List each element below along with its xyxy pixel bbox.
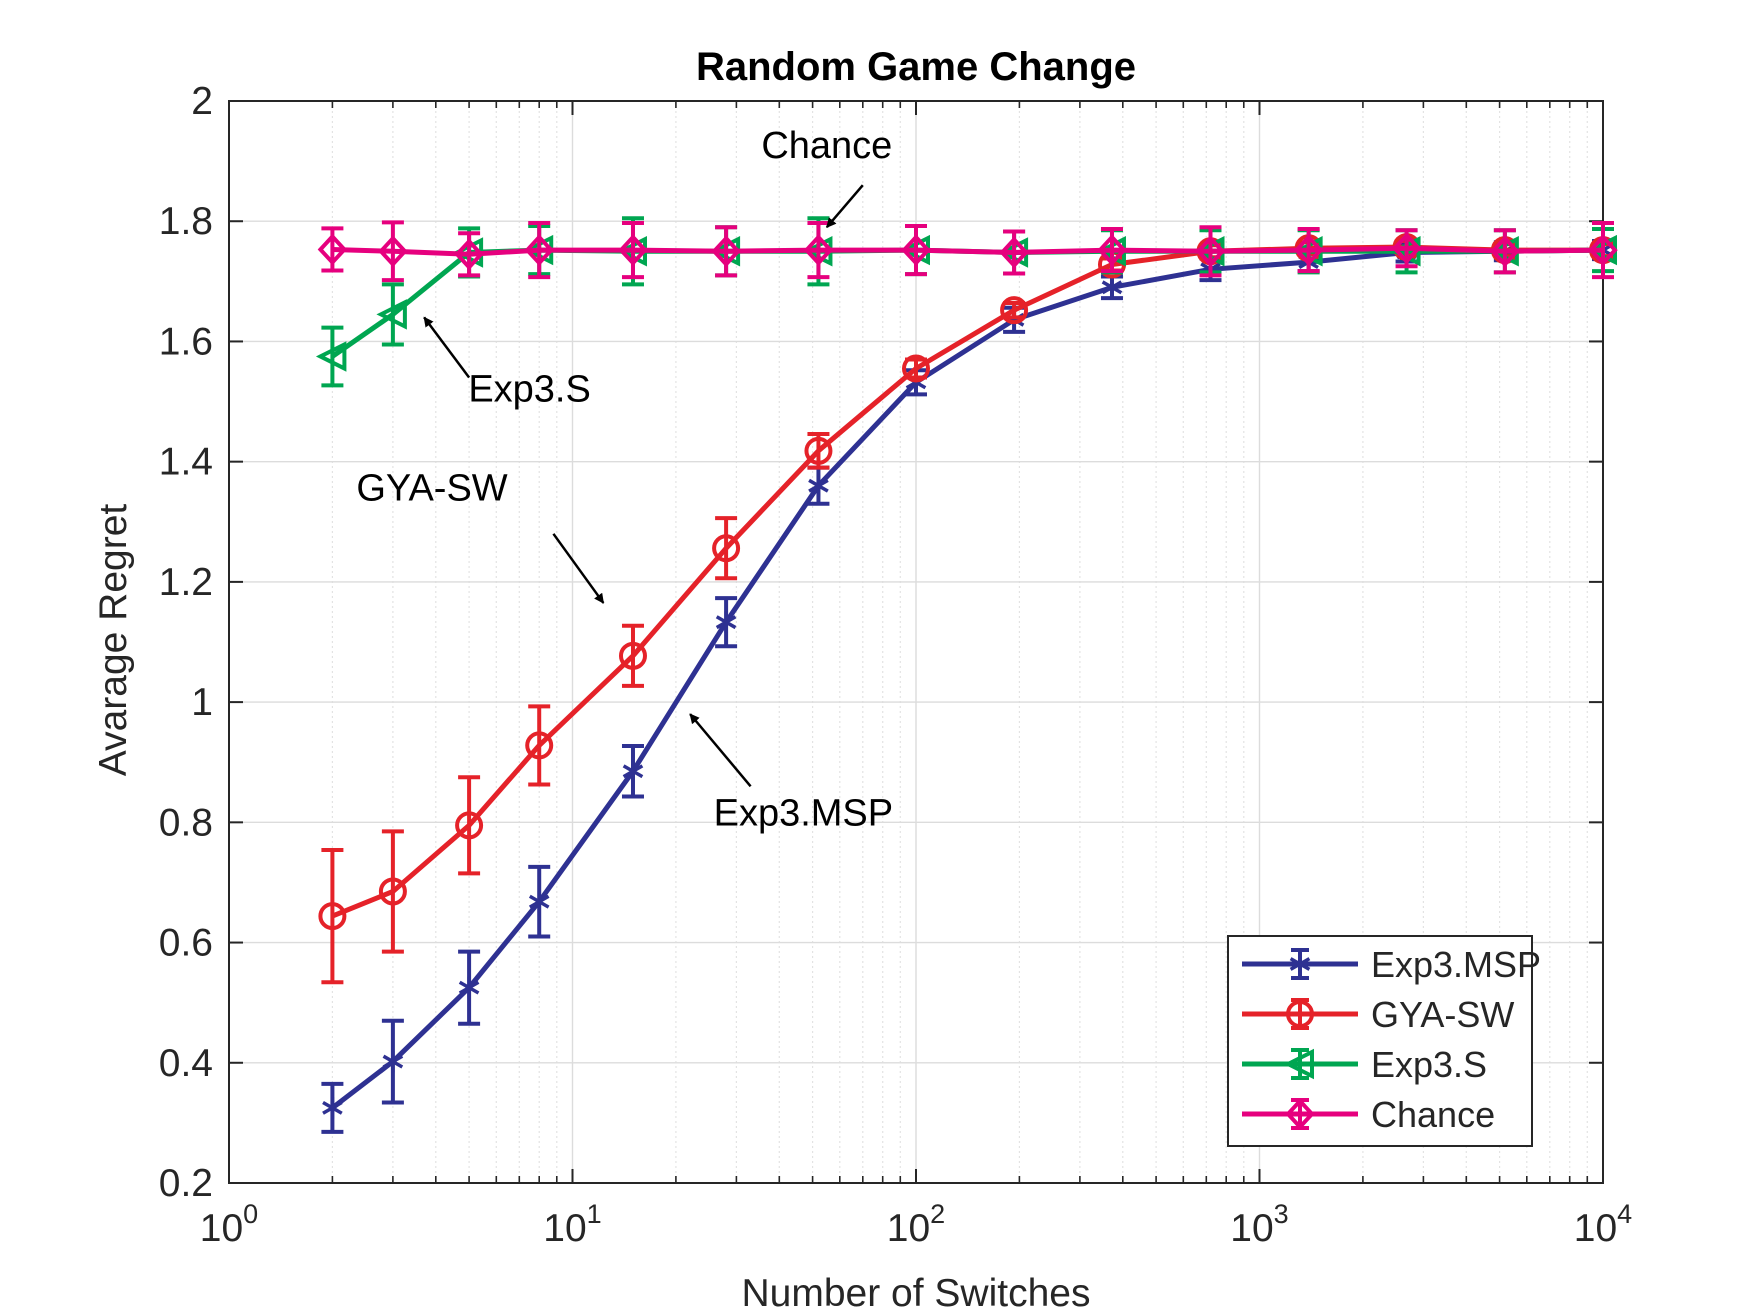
y-tick-label: 1.8	[159, 200, 213, 243]
annotation-arrow-exp3s	[424, 317, 469, 377]
legend-label: Chance	[1371, 1094, 1495, 1135]
y-tick-label: 1	[191, 681, 213, 724]
y-tick-label: 0.6	[159, 922, 213, 965]
annotation-label-exp3msp: Exp3.MSP	[714, 792, 894, 834]
x-tick-label: 101	[543, 1199, 601, 1250]
x-tick-label: 102	[887, 1199, 945, 1250]
x-tick-label: 103	[1230, 1199, 1288, 1250]
error-bar-gya-sw	[321, 850, 343, 982]
error-bar-gya-sw	[528, 706, 550, 784]
y-tick-label: 0.4	[159, 1042, 213, 1085]
y-axis-label: Avarage Regret	[92, 504, 135, 777]
chart-title: Random Game Change	[696, 45, 1136, 89]
chart-container: 100 101 102 103 104 0.2 0.4 0.6 0.8 1 1.2 1.4 1.6 1.8…	[0, 0, 1750, 1313]
annotation-label-exp3s: Exp3.S	[468, 369, 591, 411]
annotation-exp3s: Exp3.S	[424, 317, 591, 410]
annotation-label-chance: Chance	[761, 125, 892, 167]
error-bar-gya-sw	[715, 518, 737, 578]
annotation-label-gyasw: GYA-SW	[356, 468, 507, 510]
annotation-chance: Chance	[761, 125, 892, 227]
error-bar-gya-sw	[622, 626, 644, 686]
y-tick-label: 0.2	[159, 1162, 213, 1205]
y-tick-label: 1.4	[159, 441, 213, 484]
x-axis-label: Number of Switches	[742, 1272, 1091, 1313]
annotation-arrow-gyasw	[553, 534, 603, 603]
error-bar-gya-sw	[382, 831, 404, 951]
y-tick-label: 2	[191, 80, 213, 123]
y-tick-label: 0.8	[159, 801, 213, 844]
y-tick-label: 1.6	[159, 320, 213, 363]
legend-label: Exp3.S	[1371, 1044, 1487, 1085]
regret-chart: 100 101 102 103 104 0.2 0.4 0.6 0.8 1 1.2 1.4 1.6 1.8…	[0, 0, 1750, 1313]
legend-label: Exp3.MSP	[1371, 944, 1541, 985]
x-tick-label: 104	[1574, 1199, 1632, 1250]
x-tick-label: 100	[200, 1199, 258, 1250]
series-exp3-s	[320, 218, 1615, 385]
error-bar-gya-sw	[458, 777, 480, 873]
legend: Exp3.MSP GYA-SW Exp3.S Chance	[1228, 936, 1541, 1146]
legend-label: GYA-SW	[1371, 994, 1514, 1035]
y-tick-label: 1.2	[159, 561, 213, 604]
annotation-arrow-exp3msp	[690, 714, 750, 786]
